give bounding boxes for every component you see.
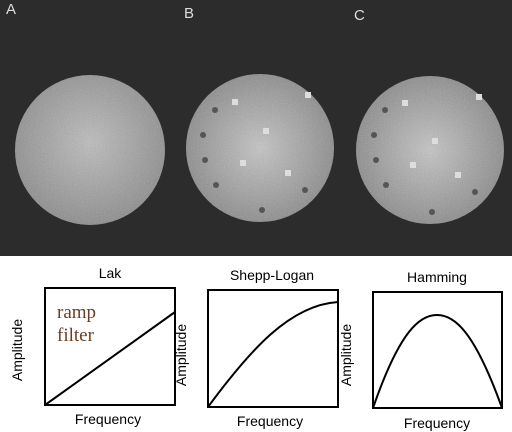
panel-label: C [354,7,365,24]
x-axis-label: Frequency [75,411,141,427]
y-axis-label: Amplitude [338,324,354,386]
annotation: ramp [57,302,96,323]
filter-plot: Lak Frequency Amplitude ramp filter [9,265,175,427]
y-axis-label: Amplitude [9,319,25,381]
filter-plot: Shepp-Logan Frequency Amplitude [173,267,338,429]
filter-plot: Hamming Frequency Amplitude [338,269,502,431]
plot-title: Shepp-Logan [230,267,314,283]
image-panel: A B C [0,0,512,256]
panel-label: B [184,5,194,22]
plot-title: Hamming [407,269,467,285]
x-axis-label: Frequency [237,413,303,429]
annotation: filter [57,325,95,346]
plot-title: Lak [99,265,123,281]
panel-label: A [6,1,16,18]
x-axis-label: Frequency [404,415,470,431]
y-axis-label: Amplitude [173,324,189,386]
figure: A B C Lak Frequency Amplitude ramp filte… [0,0,512,432]
